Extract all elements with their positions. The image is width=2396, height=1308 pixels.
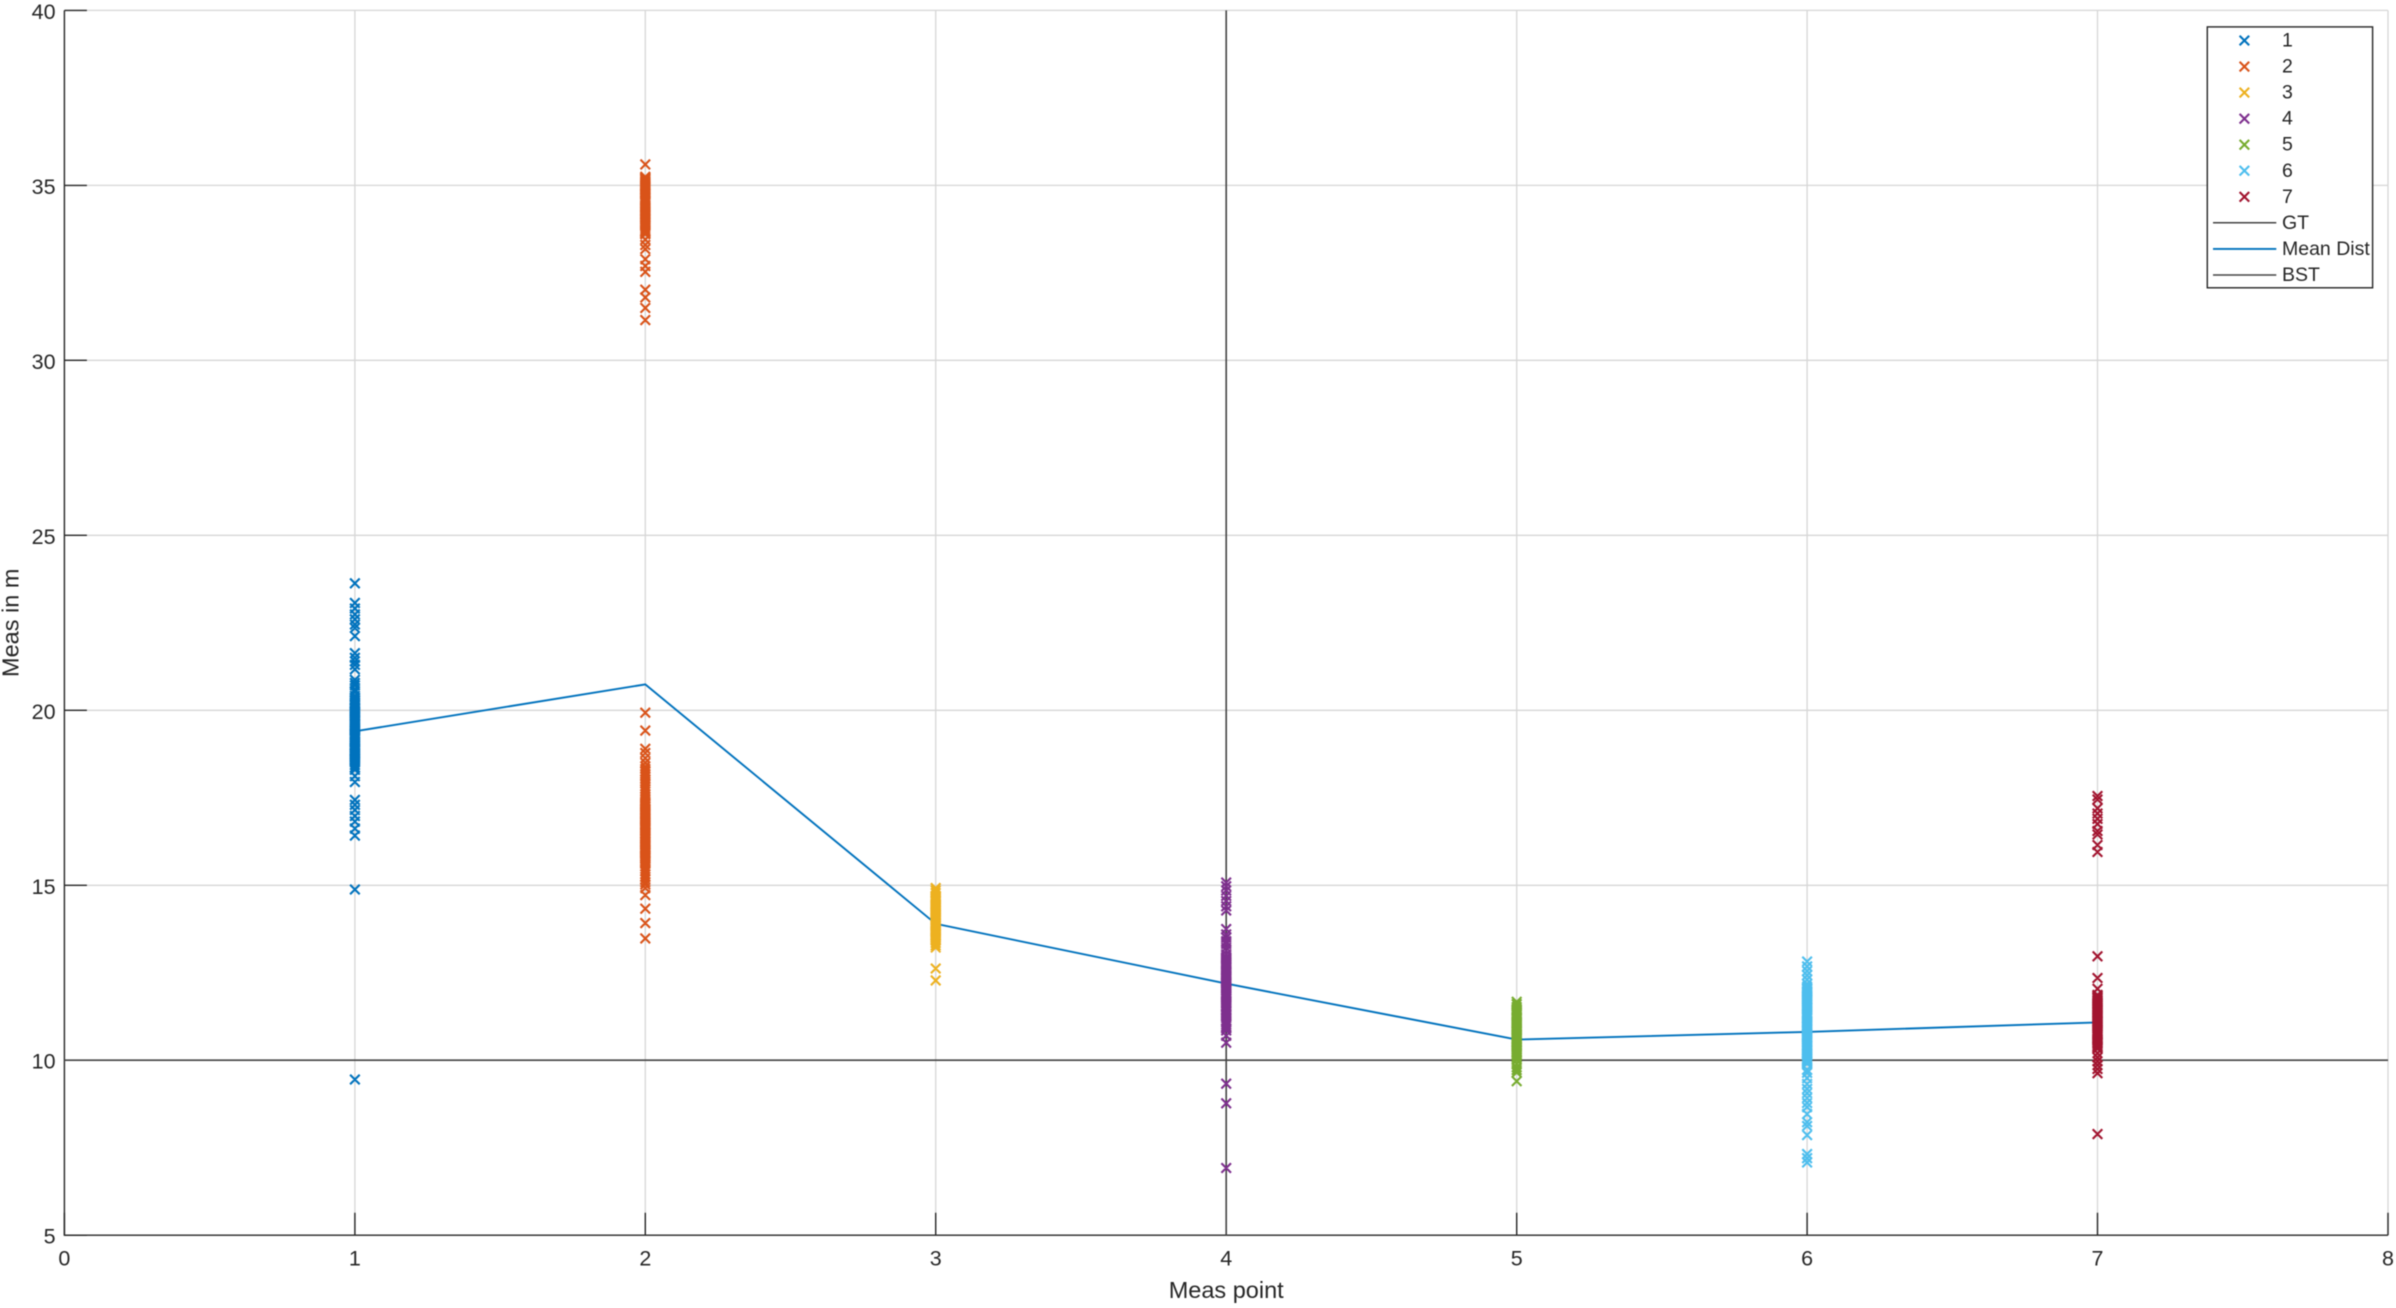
svg-text:5: 5 bbox=[1511, 1247, 1523, 1271]
svg-text:25: 25 bbox=[32, 525, 56, 549]
svg-text:6: 6 bbox=[2282, 160, 2293, 182]
svg-text:Mean Dist: Mean Dist bbox=[2282, 238, 2370, 260]
svg-text:BST: BST bbox=[2282, 264, 2320, 286]
svg-text:15: 15 bbox=[32, 875, 56, 899]
svg-text:10: 10 bbox=[32, 1050, 56, 1074]
svg-text:3: 3 bbox=[2282, 82, 2293, 104]
svg-text:5: 5 bbox=[44, 1225, 56, 1249]
svg-text:4: 4 bbox=[1220, 1247, 1232, 1271]
svg-text:8: 8 bbox=[2382, 1247, 2394, 1271]
svg-text:5: 5 bbox=[2282, 134, 2293, 156]
svg-text:40: 40 bbox=[32, 0, 56, 24]
svg-text:7: 7 bbox=[2092, 1247, 2104, 1271]
svg-text:0: 0 bbox=[58, 1247, 70, 1271]
svg-text:1: 1 bbox=[2282, 30, 2293, 52]
svg-text:Meas point: Meas point bbox=[1169, 1277, 1284, 1303]
svg-text:2: 2 bbox=[2282, 56, 2293, 78]
svg-text:2: 2 bbox=[639, 1247, 651, 1271]
svg-text:35: 35 bbox=[32, 175, 56, 199]
svg-text:20: 20 bbox=[32, 700, 56, 724]
svg-text:1: 1 bbox=[349, 1247, 361, 1271]
svg-text:3: 3 bbox=[930, 1247, 942, 1271]
svg-text:GT: GT bbox=[2282, 212, 2309, 234]
svg-text:4: 4 bbox=[2282, 108, 2293, 130]
svg-text:7: 7 bbox=[2282, 186, 2293, 208]
svg-text:Meas in m: Meas in m bbox=[0, 569, 24, 677]
svg-text:30: 30 bbox=[32, 350, 56, 374]
svg-text:6: 6 bbox=[1801, 1247, 1813, 1271]
